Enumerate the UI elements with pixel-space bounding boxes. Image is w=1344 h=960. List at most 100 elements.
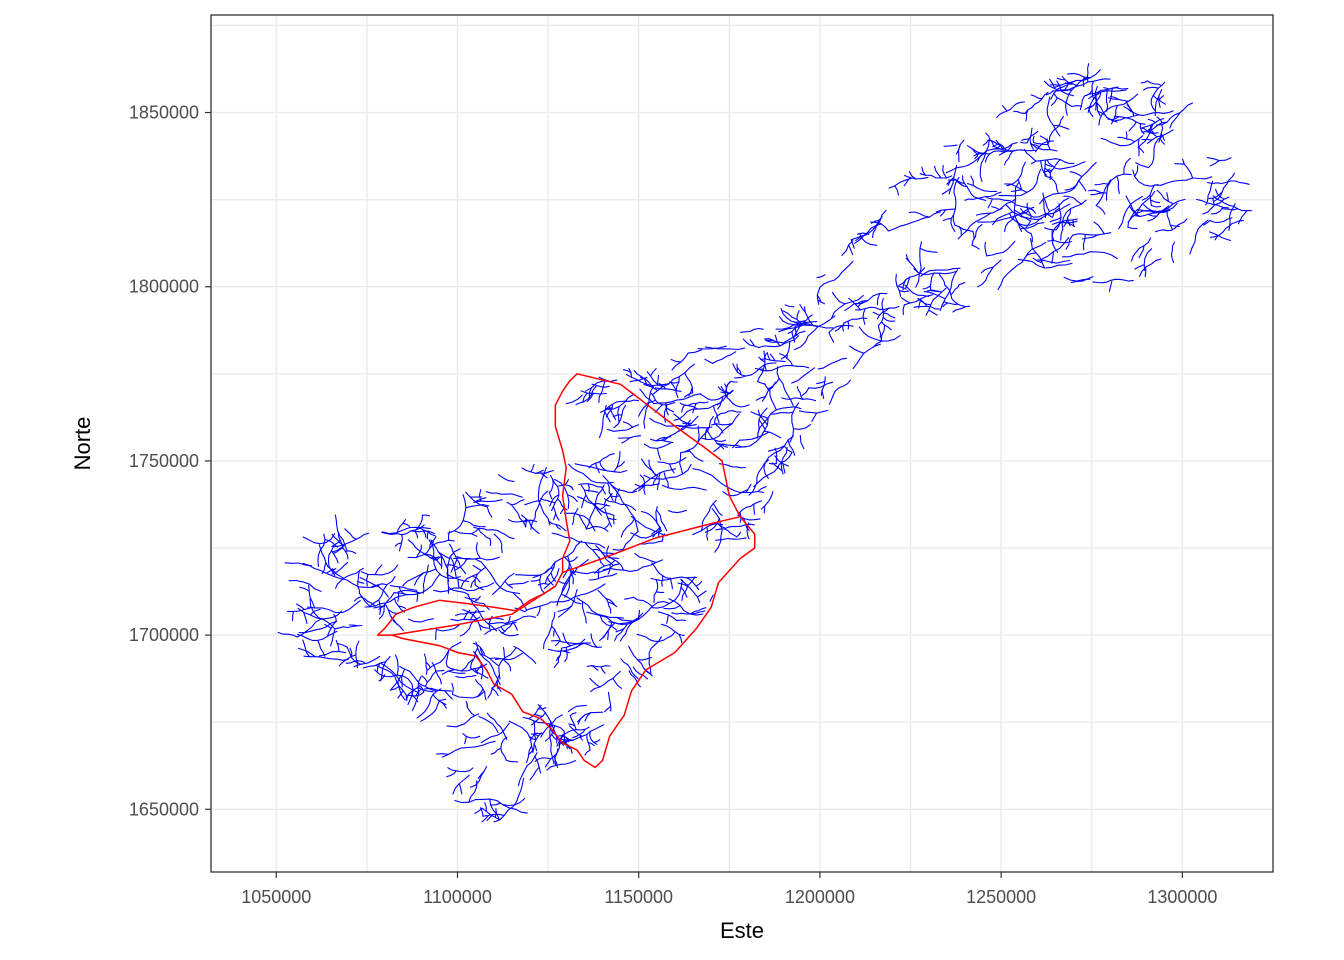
river-segment <box>389 584 418 592</box>
river-segment <box>734 362 777 379</box>
river-segment <box>608 602 659 626</box>
river-segment <box>761 381 777 402</box>
river-segment <box>588 572 618 581</box>
river-segment <box>493 777 525 823</box>
river-segment <box>1109 95 1119 100</box>
river-segment <box>1150 204 1162 208</box>
river-segment <box>640 458 659 477</box>
river-segment <box>462 733 481 739</box>
river-segment <box>716 394 728 406</box>
river-segment <box>780 307 803 326</box>
river-segment <box>475 542 481 559</box>
river-segment <box>414 689 421 697</box>
river-segment <box>378 592 395 610</box>
river-segment <box>554 748 559 767</box>
river-segment <box>317 533 326 568</box>
river-segment <box>432 693 447 706</box>
river-segment <box>630 515 668 537</box>
y-axis-title: Norte <box>70 417 95 471</box>
river-segment <box>709 594 714 602</box>
river-segment <box>607 691 612 712</box>
river-segment <box>776 451 793 468</box>
river-segment <box>481 807 501 821</box>
river-segment <box>430 539 449 570</box>
river-segment <box>460 573 479 589</box>
river-segment <box>950 284 960 296</box>
river-segment <box>590 633 598 648</box>
river-segment <box>284 562 313 567</box>
river-segment <box>473 667 489 679</box>
river-segment <box>575 400 585 406</box>
river-segment <box>345 660 365 664</box>
y-tick-label: 1750000 <box>129 451 199 471</box>
river-segment <box>684 372 694 394</box>
river-segment <box>567 494 578 503</box>
river-segment <box>317 639 326 657</box>
river-segment <box>449 543 467 575</box>
river-segment <box>671 352 689 371</box>
river-segment <box>568 463 614 484</box>
river-segment <box>422 530 427 539</box>
river-segment <box>1140 80 1148 84</box>
river-segment <box>610 495 620 498</box>
river-segment <box>607 424 640 432</box>
river-segment <box>632 596 653 607</box>
river-segment <box>502 647 506 660</box>
river-segment <box>688 449 704 462</box>
river-segment <box>1148 128 1155 134</box>
river-segment <box>405 691 425 697</box>
river-segment <box>904 284 930 297</box>
river-segment <box>1137 138 1140 157</box>
river-segment <box>1094 86 1118 123</box>
river-segment <box>337 531 349 560</box>
river-segment <box>679 402 699 410</box>
river-segment <box>337 642 348 648</box>
river-segment <box>632 666 649 680</box>
river-segment <box>335 639 340 652</box>
river-segment <box>357 585 360 594</box>
river-segment <box>393 597 406 613</box>
river-segment <box>775 322 834 330</box>
river-segment <box>737 500 762 517</box>
river-segment <box>457 578 460 589</box>
river-segment <box>601 486 607 495</box>
river-segment <box>712 503 723 516</box>
river-segment <box>489 802 502 806</box>
river-segment <box>793 315 836 351</box>
river-segment <box>607 563 611 575</box>
river-segment <box>598 379 606 403</box>
river-segment <box>330 550 339 564</box>
river-segment <box>905 276 911 289</box>
river-segment <box>652 475 659 486</box>
river-segment <box>764 352 767 372</box>
river-segment <box>441 740 496 758</box>
river-segment <box>447 767 474 773</box>
river-segment <box>550 572 557 582</box>
river-segment <box>1108 281 1113 292</box>
river-segment <box>898 290 910 293</box>
river-segment <box>414 572 425 586</box>
river-segment <box>942 217 952 222</box>
river-segment <box>1152 94 1167 105</box>
river-segment <box>957 139 965 163</box>
river-segment <box>697 345 727 350</box>
river-segment <box>1046 138 1051 151</box>
river-segment <box>574 463 628 473</box>
river-segment <box>763 462 769 479</box>
river-segment <box>1071 105 1083 108</box>
river-segment <box>1014 204 1034 212</box>
river-segment <box>894 185 900 196</box>
river-segment <box>950 213 956 233</box>
river-segment <box>850 239 855 249</box>
river-segment <box>947 176 955 186</box>
river-segment <box>1049 177 1059 194</box>
river-segment <box>601 551 615 555</box>
river-segment <box>584 749 591 756</box>
river-segment <box>669 381 680 384</box>
river-segment <box>750 411 769 419</box>
river-segment <box>529 733 535 742</box>
river-segment <box>599 461 607 471</box>
river-segment <box>882 312 896 319</box>
river-segment <box>843 317 868 324</box>
river-segment <box>411 694 419 703</box>
